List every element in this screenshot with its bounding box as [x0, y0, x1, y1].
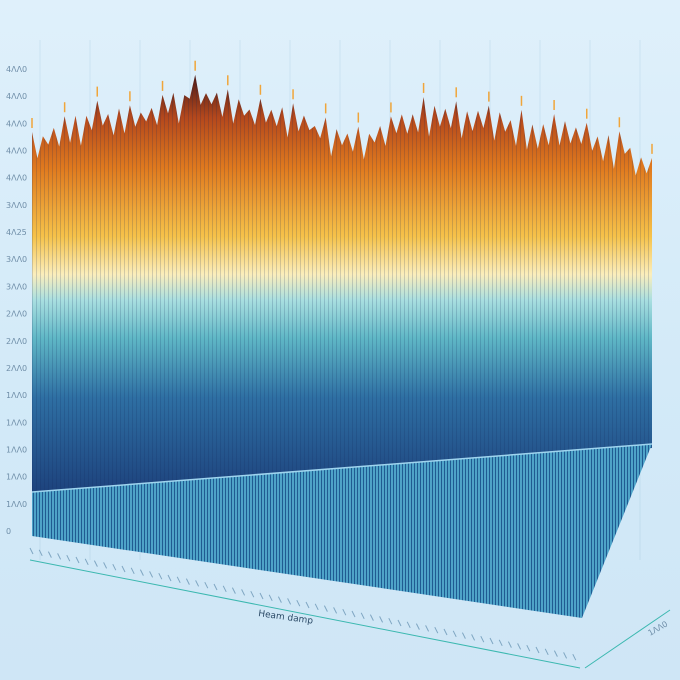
x-tick [93, 560, 98, 567]
series-area-texture [32, 74, 652, 500]
y-tick-label: 3ΛΛ0 [6, 201, 27, 210]
x-tick [425, 625, 430, 632]
x-tick [351, 610, 356, 618]
x-tick [66, 554, 71, 562]
y-tick-label: 3ΛΛ0 [6, 282, 27, 291]
series-area-group [31, 60, 653, 618]
x-tick [572, 653, 577, 661]
x-tick [314, 603, 319, 611]
x-tick [47, 551, 52, 558]
x-tick [287, 598, 292, 605]
y-tick-label: 2ΛΛ0 [6, 337, 27, 346]
y-tick-label: 3ΛΛ0 [6, 255, 27, 264]
x-tick [250, 590, 255, 598]
y-tick-label: 2ΛΛ0 [6, 364, 27, 373]
x-tick [342, 608, 347, 616]
y-tick-label: 1ΛΛ0 [6, 418, 27, 427]
x-tick [480, 635, 485, 643]
chart-front-wall [32, 444, 652, 618]
x-tick [461, 632, 466, 639]
y-tick-label: 4ΛΛ0 [6, 119, 27, 128]
x-tick [158, 572, 163, 580]
x-tick [167, 574, 172, 582]
x-tick [305, 601, 310, 609]
x-tick [443, 628, 448, 636]
y-axis-ticks: 4ΛΛ0 4ΛΛ0 4ΛΛ0 4ΛΛ0 4ΛΛ0 3ΛΛ0 4Λ25 3ΛΛ0 3ΛΛ0 2ΛΛ0… [6, 65, 27, 536]
x-axis-line [29, 559, 581, 669]
x-axis-label: Heam damp [258, 609, 314, 627]
y-tick-label: 4Λ25 [6, 228, 27, 237]
x-tick [379, 616, 384, 623]
x-tick [103, 562, 108, 569]
x-tick [84, 558, 89, 566]
x-tick [406, 621, 411, 629]
x-tick [139, 569, 144, 576]
x-tick [434, 626, 439, 634]
x-tick [57, 553, 62, 560]
y-tick-label: 1ΛΛ0 [6, 500, 27, 509]
x-tick [333, 607, 338, 614]
x-tick [176, 576, 181, 584]
x-tick [526, 644, 531, 652]
peak-markers [31, 60, 653, 154]
y-tick-label: 4ΛΛ0 [6, 65, 27, 74]
x-tick [121, 565, 126, 573]
chart-front-wall-edge [31, 443, 653, 493]
x-tick [489, 637, 494, 645]
x-tick [360, 612, 365, 620]
x-tick [29, 547, 34, 555]
x-tick [259, 592, 264, 600]
x-tick [553, 650, 558, 657]
x-tick [471, 634, 476, 641]
y-tick-label: 1ΛΛ0 [6, 473, 27, 482]
x-tick [195, 580, 200, 587]
y-tick-label: 0 [6, 527, 11, 536]
x-tick [296, 599, 301, 607]
x-tick [185, 578, 190, 585]
x-tick [75, 556, 80, 564]
x-tick [277, 596, 282, 603]
x-tick [388, 617, 393, 625]
x-tick [112, 563, 117, 571]
x-tick [323, 605, 328, 612]
y-tick-label: 1ΛΛ0 [6, 445, 27, 454]
x-tick [222, 585, 227, 593]
x-tick [535, 646, 540, 654]
x-tick [415, 623, 420, 630]
x-tick [507, 641, 512, 648]
x-tick [213, 583, 218, 591]
x-tick [149, 571, 154, 578]
x-tick [38, 549, 43, 557]
x-axis [29, 547, 581, 669]
x-tick [498, 639, 503, 647]
y-tick-label: 2ΛΛ0 [6, 310, 27, 319]
y-tick-label: 4ΛΛ0 [6, 147, 27, 156]
x-tick [397, 619, 402, 627]
x-tick [231, 587, 236, 594]
x-tick [517, 643, 522, 650]
x-tick [204, 581, 209, 589]
right-tick-label: 1ΛΛ0 [647, 619, 670, 637]
x-tick [563, 652, 568, 659]
y-tick-label: 1ΛΛ0 [6, 391, 27, 400]
x-tick [452, 630, 457, 638]
right-axis-line [584, 609, 671, 669]
y-tick-label: 4ΛΛ0 [6, 92, 27, 101]
x-tick [268, 594, 273, 602]
x-tick [241, 589, 246, 596]
x-tick [130, 567, 135, 575]
y-tick-label: 4ΛΛ0 [6, 174, 27, 183]
x-tick [369, 614, 374, 621]
x-tick [544, 648, 549, 656]
